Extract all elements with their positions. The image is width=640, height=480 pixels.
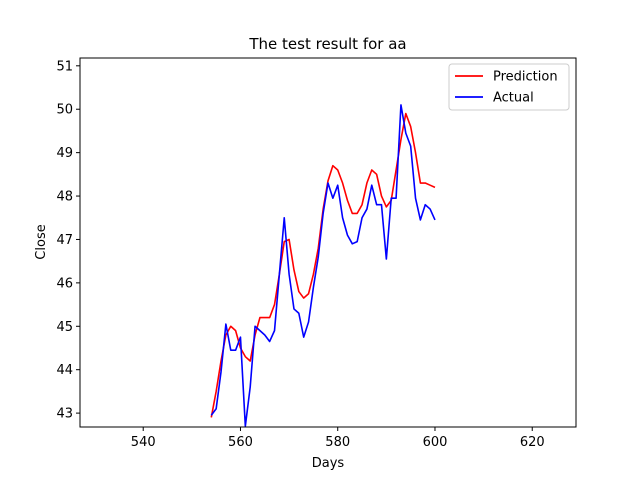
y-tick-label: 46: [56, 276, 73, 291]
x-tick-label: 580: [325, 435, 350, 450]
y-tick-label: 51: [56, 59, 73, 74]
x-tick-label: 600: [423, 435, 448, 450]
x-tick-label: 620: [520, 435, 545, 450]
legend-label-actual: Actual: [493, 91, 534, 106]
legend: Prediction Actual: [448, 63, 570, 111]
x-tick-label: 560: [228, 435, 253, 450]
y-tick-label: 47: [56, 233, 73, 248]
x-tick-label: 540: [131, 435, 156, 450]
y-tick-label: 45: [56, 320, 73, 335]
legend-label-prediction: Prediction: [493, 70, 558, 85]
y-axis-label: Close: [34, 224, 49, 259]
y-tick-label: 49: [56, 146, 73, 161]
x-axis-label: Days: [312, 456, 345, 471]
chart-title: The test result for aa: [248, 35, 406, 53]
y-tick-label: 43: [56, 407, 73, 422]
y-tick-label: 50: [56, 103, 73, 118]
y-tick-label: 44: [56, 363, 73, 378]
series-line-actual: [210, 104, 436, 427]
plot-area: [210, 104, 436, 427]
y-tick-label: 48: [56, 190, 73, 205]
axes-frame: [79, 57, 577, 428]
